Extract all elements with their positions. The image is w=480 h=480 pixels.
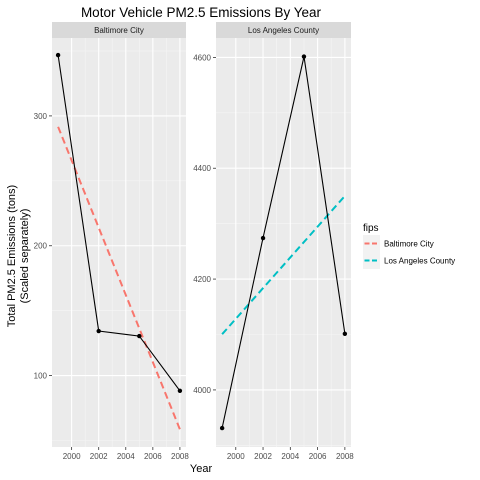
panel-background bbox=[216, 38, 351, 447]
data-point bbox=[137, 333, 142, 339]
x-tick-label: 2000 bbox=[63, 452, 81, 461]
x-axis-title: Year bbox=[190, 463, 213, 475]
legend-label: Baltimore City bbox=[384, 240, 434, 249]
x-tick-label: 2006 bbox=[309, 452, 327, 461]
y-tick-label: 4600 bbox=[193, 53, 211, 62]
series-line bbox=[57, 55, 181, 392]
y-axis-title-line-2: (Scaled separately) bbox=[19, 209, 31, 304]
x-tick-label: 2006 bbox=[144, 452, 162, 461]
legend-title: fips bbox=[363, 223, 379, 234]
y-tick-label: 4000 bbox=[193, 386, 211, 395]
legend-entry: Los Angeles County bbox=[363, 252, 455, 269]
data-point bbox=[55, 52, 61, 58]
x-tick-label: 2002 bbox=[254, 452, 272, 461]
x-tick-label: 2002 bbox=[90, 452, 108, 461]
x-tick-label: 2008 bbox=[171, 452, 189, 461]
legend-label: Los Angeles County bbox=[384, 257, 455, 266]
legend-entry: Baltimore City bbox=[363, 235, 434, 252]
data-point bbox=[96, 328, 101, 334]
y-tick-label: 4400 bbox=[193, 164, 211, 173]
data-point bbox=[260, 235, 266, 241]
strip-label: Baltimore City bbox=[94, 26, 144, 35]
x-tick-label: 2000 bbox=[227, 452, 245, 461]
legend-key-background bbox=[363, 235, 380, 252]
facet-panels: Baltimore City 2000 2002 2004 2006 2008 100 200… bbox=[34, 22, 354, 461]
data-point bbox=[219, 425, 225, 431]
data-point bbox=[342, 331, 348, 336]
panel-2: Los Angeles County 2000 2002 2004 2006 2008 40… bbox=[193, 22, 354, 461]
panel-1: Baltimore City 2000 2002 2004 2006 2008 100 200… bbox=[34, 22, 189, 461]
trend-line bbox=[221, 195, 346, 335]
y-axis-title: Total PM2.5 Emissions (tons) (Scaled sep… bbox=[6, 185, 31, 327]
strip-label: Los Angeles County bbox=[248, 26, 319, 35]
strip-background bbox=[52, 22, 186, 38]
legend-key-background bbox=[363, 252, 380, 269]
y-tick-label: 100 bbox=[34, 372, 48, 381]
y-tick-label: 4200 bbox=[193, 275, 211, 284]
chart-title: Motor Vehicle PM2.5 Emissions By Year bbox=[81, 5, 322, 20]
x-tick-label: 2008 bbox=[336, 452, 354, 461]
y-axis-title-line-1: Total PM2.5 Emissions (tons) bbox=[6, 185, 18, 327]
y-tick-label: 300 bbox=[34, 112, 48, 121]
strip-background bbox=[216, 22, 351, 38]
data-point bbox=[177, 388, 183, 394]
panel-background bbox=[52, 38, 186, 447]
data-point bbox=[301, 54, 307, 59]
legend: fips Baltimore City Los Angeles County bbox=[363, 223, 455, 269]
series-line bbox=[221, 56, 346, 429]
y-tick-label: 200 bbox=[34, 242, 48, 251]
x-tick-label: 2004 bbox=[281, 452, 299, 461]
x-tick-label: 2004 bbox=[117, 452, 135, 461]
